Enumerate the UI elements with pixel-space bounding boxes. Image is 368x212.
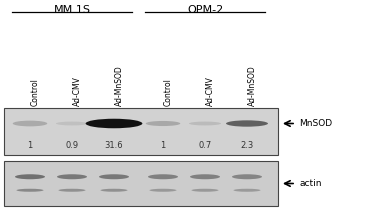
Ellipse shape — [56, 122, 88, 126]
Ellipse shape — [57, 174, 87, 179]
Ellipse shape — [59, 189, 85, 192]
Ellipse shape — [190, 174, 220, 179]
Ellipse shape — [100, 189, 127, 192]
Ellipse shape — [17, 189, 43, 192]
Ellipse shape — [148, 174, 178, 179]
Ellipse shape — [226, 120, 268, 127]
Ellipse shape — [99, 174, 129, 179]
Text: MM.1S: MM.1S — [53, 5, 91, 15]
Text: Ad-CMV: Ad-CMV — [73, 76, 82, 106]
Text: 31.6: 31.6 — [105, 141, 123, 150]
Text: Ad-MnSOD: Ad-MnSOD — [248, 65, 257, 106]
Text: Control: Control — [31, 78, 40, 106]
Bar — [4, 108, 278, 155]
Ellipse shape — [15, 174, 45, 179]
Text: 0.7: 0.7 — [198, 141, 212, 150]
Text: 1: 1 — [160, 141, 166, 150]
Text: OPM-2: OPM-2 — [187, 5, 223, 15]
Text: Control: Control — [164, 78, 173, 106]
Ellipse shape — [191, 189, 219, 192]
Text: MnSOD: MnSOD — [299, 119, 332, 128]
Ellipse shape — [234, 189, 261, 192]
Text: actin: actin — [299, 179, 322, 188]
Ellipse shape — [13, 121, 47, 126]
Text: 2.3: 2.3 — [240, 141, 254, 150]
Ellipse shape — [86, 119, 142, 128]
Text: 1: 1 — [27, 141, 33, 150]
Ellipse shape — [149, 189, 177, 192]
Ellipse shape — [232, 174, 262, 179]
Text: Ad-CMV: Ad-CMV — [206, 76, 215, 106]
Ellipse shape — [189, 122, 221, 126]
Bar — [4, 161, 278, 206]
Ellipse shape — [146, 121, 180, 126]
Text: 0.9: 0.9 — [66, 141, 78, 150]
Text: Ad-MnSOD: Ad-MnSOD — [115, 65, 124, 106]
